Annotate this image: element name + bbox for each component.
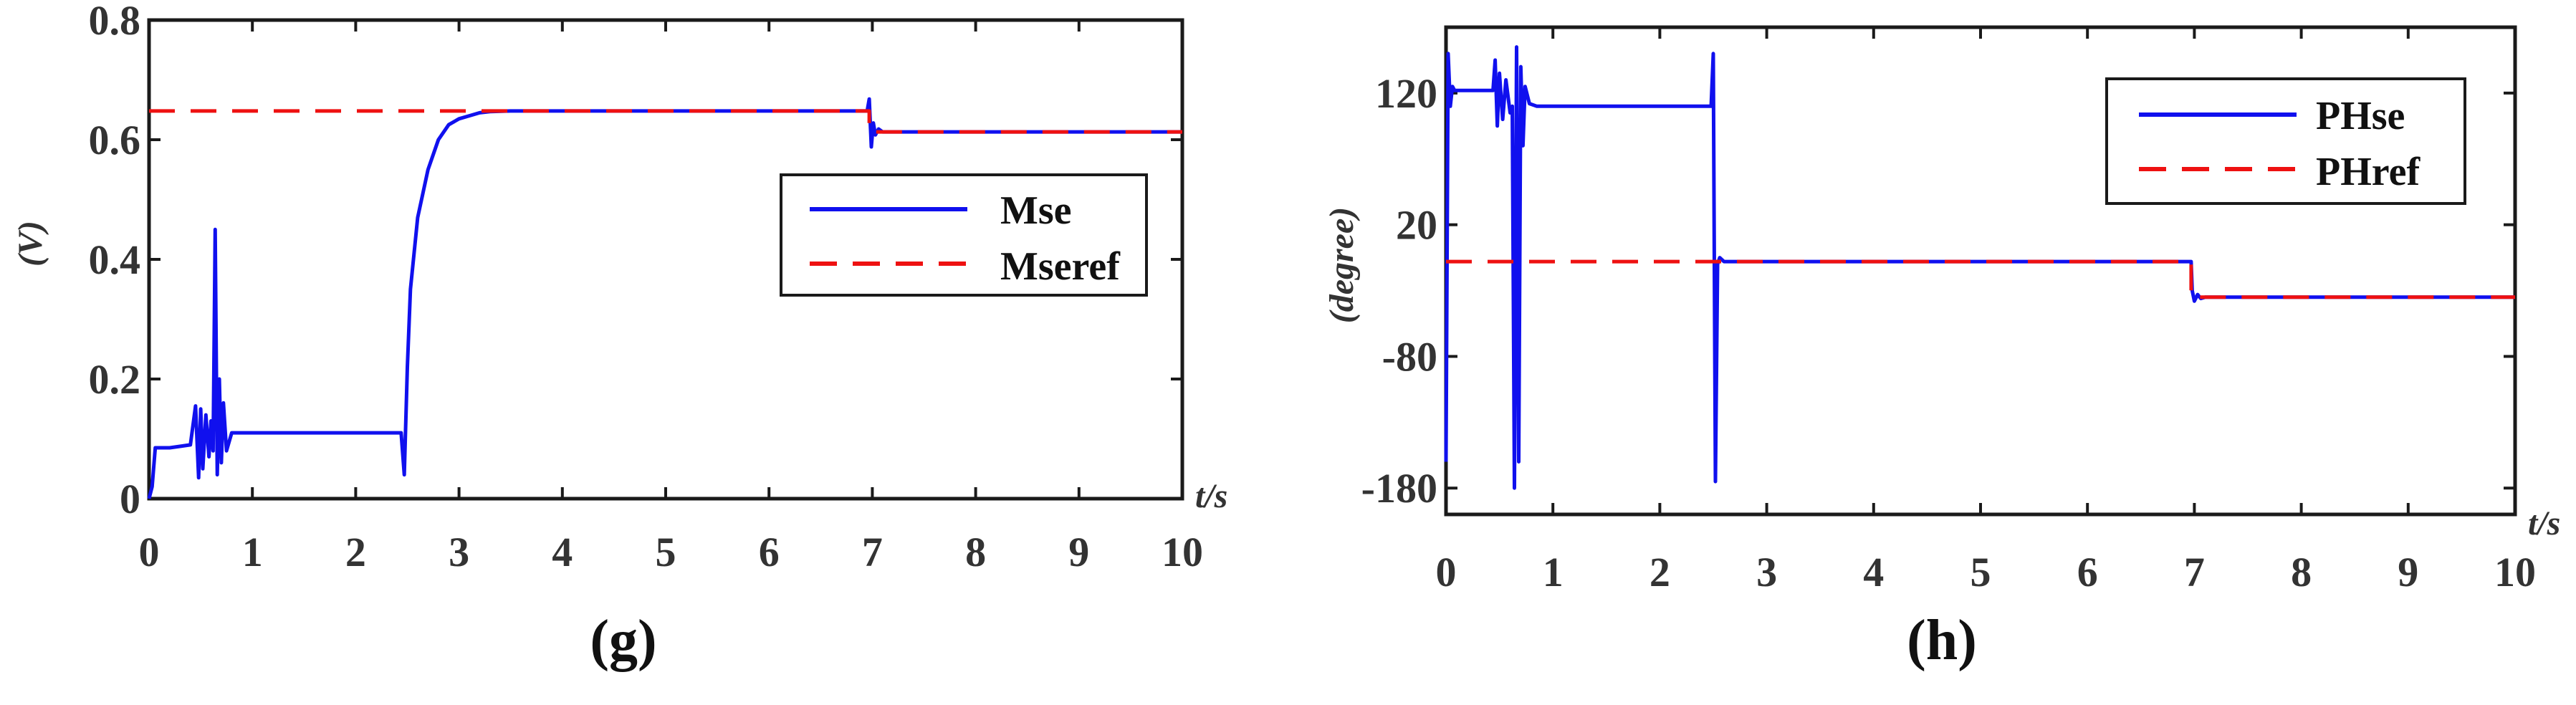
chart-h-xtick-label: 7	[2184, 549, 2205, 595]
chart-h-xtick-label: 2	[1649, 549, 1670, 595]
chart-g-legend-label-mse: Mse	[1000, 188, 1072, 233]
chart-h-ytick-label: 20	[1396, 202, 1437, 249]
chart-g-legend-box	[780, 173, 1148, 297]
chart-h-ytick-label: 120	[1375, 70, 1437, 117]
chart-h-ylabel: (degree)	[1323, 207, 1361, 324]
chart-g-xtick-label: 5	[656, 529, 676, 575]
chart-h-xlabel: t/s	[2528, 504, 2560, 542]
chart-g-xtick-label: 10	[1162, 529, 1203, 575]
chart-h-xtick-label: 0	[1436, 549, 1457, 595]
chart-h-legend-box	[2105, 77, 2466, 205]
chart-g-ytick-label: 0.2	[89, 356, 141, 403]
chart-h-xtick-label: 3	[1756, 549, 1777, 595]
chart-h: 0 1 2 3 4 5 6 7 8 9 10 -180 -80 20 120 (degree) t/s P…	[1323, 25, 2560, 672]
chart-g-legend-label-mseref: Mseref	[1000, 244, 1121, 289]
chart-g-series-mse	[147, 97, 1182, 499]
chart-g-xtick-label: 3	[449, 529, 469, 575]
chart-g-ytick-label: 0.4	[89, 236, 141, 283]
chart-g-ytick-label: 0	[120, 476, 140, 522]
chart-g-caption: (g)	[590, 609, 656, 672]
chart-h-legend-label-phse: PHse	[2316, 94, 2405, 138]
chart-h-caption: (h)	[1907, 609, 1977, 672]
chart-g-ytick-label: 0.8	[89, 0, 141, 44]
chart-h-xtick-label: 6	[2077, 549, 2098, 595]
chart-g: 0 1 2 3 4 5 6 7 8 9 10 0 0.2 0.4 0.6 0.8 (V) t/s Mse M…	[11, 0, 1227, 672]
chart-g-xtick-label: 7	[862, 529, 883, 575]
chart-h-xtick-label: 9	[2398, 549, 2418, 595]
chart-g-xtick-label: 0	[139, 529, 160, 575]
chart-g-xtick-label: 1	[242, 529, 263, 575]
chart-g-xtick-label: 2	[345, 529, 366, 575]
chart-g-ylabel: (V)	[11, 221, 49, 267]
chart-g-ytick-label: 0.6	[89, 117, 141, 163]
chart-h-ytick-label: -180	[1361, 465, 1437, 512]
chart-g-xtick-label: 4	[552, 529, 573, 575]
chart-h-series-phref	[1446, 259, 2515, 299]
chart-g-xtick-label: 8	[965, 529, 986, 575]
chart-g-xtick-label: 6	[759, 529, 780, 575]
chart-g-xtick-label: 9	[1068, 529, 1089, 575]
chart-h-series-phse	[1444, 45, 2515, 490]
chart-g-xlabel: t/s	[1195, 477, 1227, 515]
chart-h-xtick-label: 4	[1863, 549, 1884, 595]
chart-h-legend-label-phref: PHref	[2316, 150, 2421, 194]
chart-h-xtick-label: 5	[1971, 549, 1991, 595]
chart-h-xtick-label: 10	[2494, 549, 2536, 595]
chart-h-xtick-label: 8	[2291, 549, 2312, 595]
chart-h-xtick-label: 1	[1543, 549, 1564, 595]
chart-h-ytick-label: -80	[1382, 333, 1437, 380]
chart-g-series-mseref	[149, 109, 1182, 134]
